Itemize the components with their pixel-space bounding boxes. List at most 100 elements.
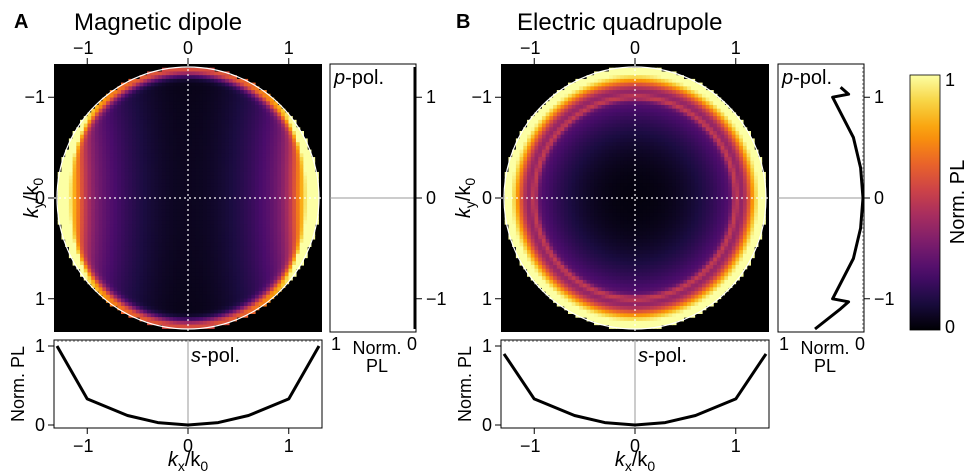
heatmap-cell [176, 276, 182, 281]
heatmap-cell [251, 175, 256, 180]
heatmap-cell [150, 171, 156, 177]
heatmap-cell [530, 268, 536, 274]
heatmap-cell [191, 276, 197, 281]
heatmap-cell [150, 317, 156, 322]
heatmap-cell [121, 134, 126, 140]
heatmap-cell [295, 179, 301, 184]
heatmap-cell [269, 205, 275, 210]
heatmap-cell [132, 149, 137, 154]
heatmap-cell [80, 224, 85, 229]
heatmap-cell [221, 123, 226, 128]
heatmap-cell [225, 265, 230, 270]
heatmap-cell [232, 179, 237, 184]
heatmap-cell [251, 305, 256, 311]
heatmap-cell [228, 175, 234, 180]
heatmap-cell [176, 317, 182, 322]
heatmap-cell [258, 238, 264, 244]
heatmap-cell [236, 90, 241, 95]
heatmap-cell [176, 313, 182, 318]
heatmap-cell [139, 104, 144, 110]
heatmap-cell [512, 242, 517, 247]
heatmap-cell [173, 231, 178, 236]
heatmap-cell [575, 160, 580, 166]
heatmap-cell [173, 272, 178, 277]
heatmap-cell [83, 183, 89, 188]
heatmap-cell [236, 93, 241, 99]
heatmap-cell [251, 190, 256, 195]
heatmap-cell [303, 198, 308, 203]
heatmap-cell [541, 145, 547, 151]
heatmap-cell [519, 209, 524, 214]
heatmap-cell [240, 145, 245, 151]
heatmap-cell [228, 134, 234, 140]
heatmap-cell [288, 201, 293, 207]
heatmap-cell [575, 104, 580, 110]
heatmap-cell [113, 93, 118, 99]
heatmap-cell [80, 209, 85, 214]
heatmap-cell [165, 261, 170, 266]
heatmap-cell [258, 194, 264, 199]
heatmap-cell [553, 220, 558, 225]
heatmap-cell [76, 171, 81, 177]
heatmap-cell [575, 179, 580, 184]
heatmap-cell [113, 246, 118, 251]
heatmap-cell [202, 123, 208, 128]
heatmap-cell [176, 171, 182, 177]
heatmap-cell [206, 272, 211, 277]
heatmap-cell [228, 235, 234, 240]
heatmap-cell [571, 302, 577, 307]
heatmap-cell [188, 168, 193, 173]
heatmap-cell [102, 235, 107, 240]
heatmap-cell [575, 93, 580, 99]
heatmap-cell [269, 104, 275, 110]
heatmap-cell [98, 104, 103, 110]
heatmap-cell [277, 175, 282, 180]
heatmap-cell [519, 246, 524, 251]
heatmap-cell [273, 205, 278, 210]
heatmap-cell [176, 283, 182, 288]
heatmap-cell [184, 101, 189, 106]
heatmap-cell [117, 261, 122, 266]
heatmap-cell [273, 116, 278, 121]
heatmap-cell [556, 97, 562, 102]
heatmap-cell [515, 235, 521, 240]
heatmap-cell [206, 78, 211, 84]
heatmap-cell [132, 287, 137, 292]
heatmap-cell [124, 134, 130, 140]
heatmap-cell [206, 246, 211, 251]
heatmap-cell [165, 235, 170, 240]
heatmap-cell [173, 320, 178, 326]
heatmap-cell [199, 298, 204, 303]
heatmap-cell [284, 131, 290, 136]
heatmap-cell [530, 238, 536, 244]
heatmap-cell [553, 131, 558, 136]
heatmap-cell [139, 265, 144, 270]
heatmap-cell [553, 198, 558, 203]
heatmap-cell [538, 186, 543, 192]
heatmap-cell [188, 190, 193, 195]
heatmap-cell [109, 153, 115, 158]
heatmap-cell [243, 294, 249, 300]
heatmap-cell [292, 242, 297, 247]
heatmap-cell [530, 276, 536, 281]
heatmap-cell [255, 253, 260, 259]
heatmap-cell [176, 160, 182, 166]
map-left-tick-label: 0 [35, 188, 45, 208]
heatmap-cell [292, 227, 297, 233]
heatmap-cell [568, 134, 573, 140]
heatmap-cell [228, 317, 234, 322]
heatmap-cell [124, 108, 130, 113]
heatmap-cell [94, 157, 100, 162]
heatmap-cell [113, 220, 118, 225]
heatmap-cell [512, 157, 517, 162]
heatmap-cell [68, 238, 74, 244]
heatmap-cell [154, 238, 159, 244]
heatmap-cell [68, 235, 74, 240]
heatmap-cell [176, 138, 182, 143]
heatmap-cell [176, 104, 182, 110]
heatmap-cell [225, 201, 230, 207]
heatmap-cell [65, 164, 70, 169]
heatmap-cell [87, 268, 92, 274]
heatmap-cell [143, 265, 148, 270]
heatmap-cell [549, 283, 554, 288]
